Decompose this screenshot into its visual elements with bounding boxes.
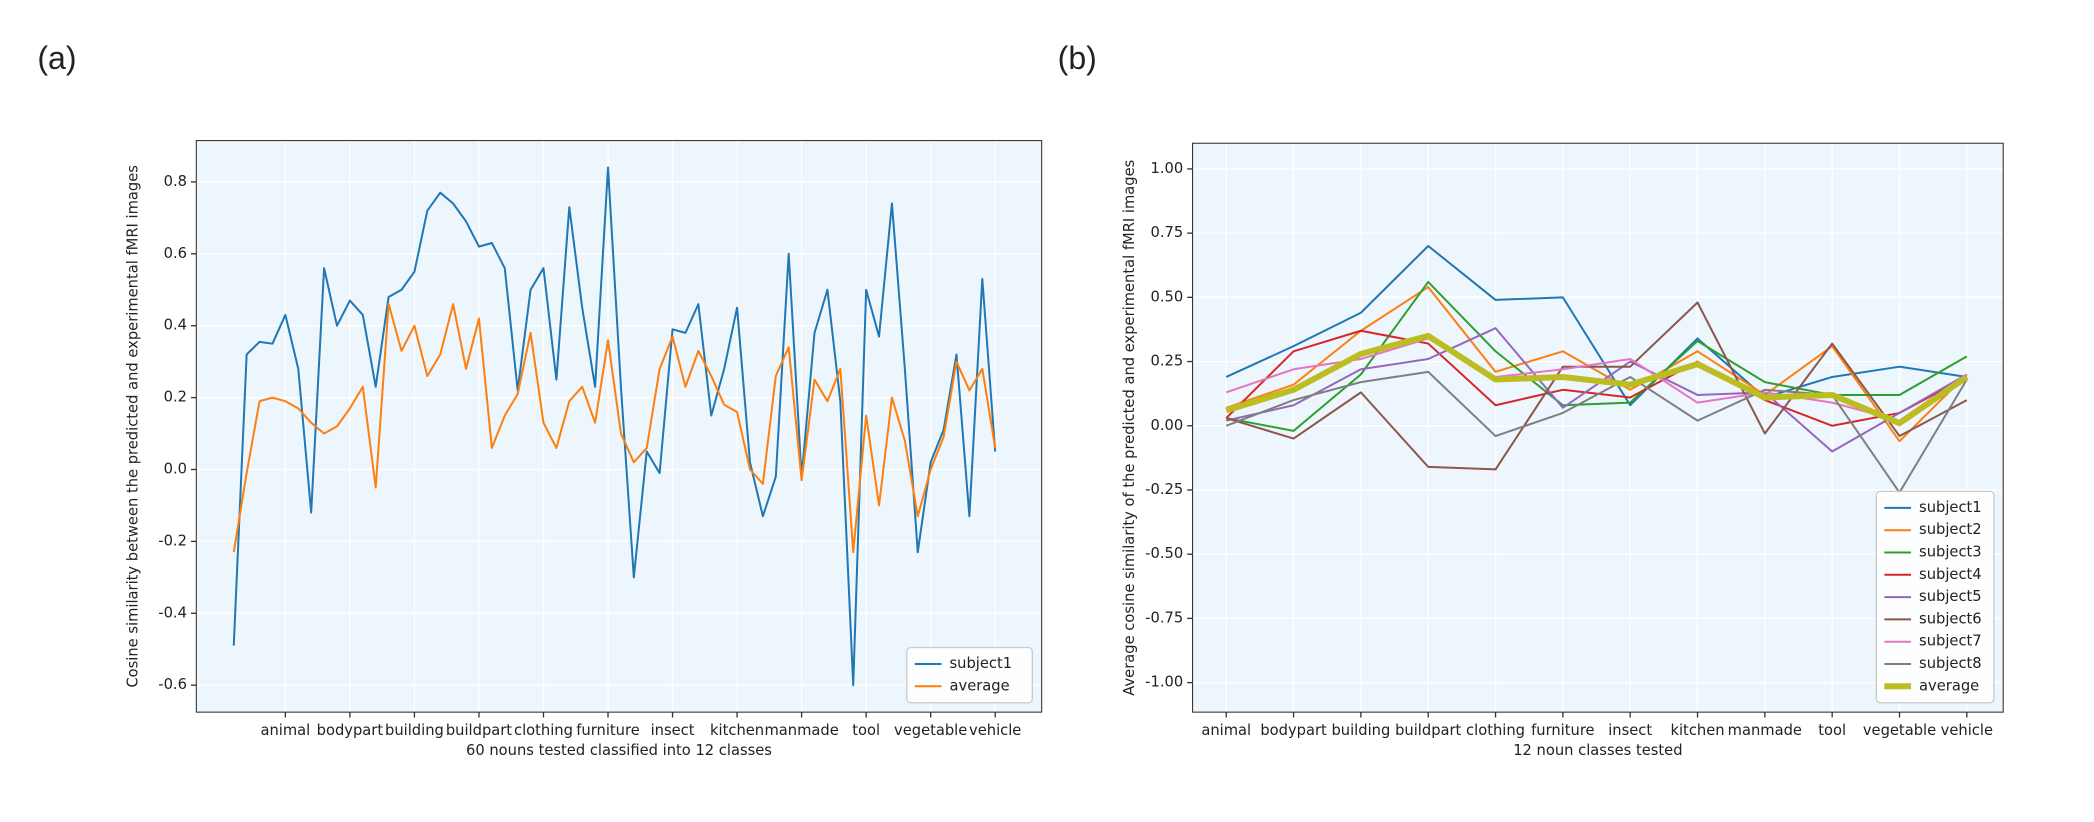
- y-tick-label: -0.25: [1145, 481, 1183, 498]
- data-line: [1226, 327, 1968, 453]
- x-tick-label: tool: [852, 722, 880, 739]
- y-tick-label: 0.4: [164, 317, 187, 334]
- legend-label: subject7: [1919, 633, 1982, 650]
- plot-area: [1192, 143, 2004, 713]
- legend-label: subject4: [1919, 566, 1982, 583]
- x-tick-label: tool: [1818, 722, 1846, 739]
- x-tick-label: insect: [1608, 722, 1652, 739]
- y-tick-label: -0.2: [158, 532, 187, 549]
- x-tick-label: building: [385, 722, 444, 739]
- y-tick-label: -1.00: [1145, 674, 1183, 691]
- data-line: [1226, 280, 1968, 432]
- legend-label: subject1: [1919, 499, 1982, 516]
- y-tick-label: 0.2: [164, 389, 187, 406]
- y-tick-label: -0.4: [158, 604, 187, 621]
- data-line: [1225, 244, 1967, 407]
- x-tick-label: buildpart: [1395, 722, 1461, 739]
- legend-label: subject2: [1919, 521, 1982, 538]
- x-axis-label: 12 noun classes tested: [1513, 742, 1682, 759]
- legend-label: subject5: [1919, 588, 1982, 605]
- y-tick-label: 0.25: [1151, 353, 1184, 370]
- x-tick-label: insect: [651, 722, 695, 739]
- y-tick-label: 0.75: [1151, 224, 1184, 241]
- legend-label: subject3: [1919, 543, 1982, 560]
- x-tick-label: furniture: [576, 722, 639, 739]
- legend-label: subject6: [1919, 610, 1982, 627]
- y-axis-label: Average cosine similarity of the predict…: [1121, 160, 1138, 696]
- data-line: [232, 166, 997, 687]
- legend-label: subject8: [1919, 655, 1982, 672]
- legend-label: subject1: [950, 655, 1013, 672]
- legend-label: average: [1919, 677, 1979, 694]
- plot-frame: [195, 140, 1043, 713]
- y-tick-label: -0.50: [1145, 545, 1183, 562]
- x-tick-label: buildpart: [446, 722, 512, 739]
- panel-label: (a): [37, 40, 76, 76]
- x-tick-label: vehicle: [1941, 722, 1993, 739]
- y-tick-label: 0.00: [1151, 417, 1184, 434]
- y-tick-label: 1.00: [1151, 160, 1184, 177]
- x-axis-label: 60 nouns tested classified into 12 class…: [466, 742, 772, 759]
- x-tick-label: kitchen: [710, 722, 764, 739]
- x-tick-label: animal: [1201, 722, 1251, 739]
- x-tick-label: bodypart: [1260, 722, 1327, 739]
- x-tick-label: clothing: [514, 722, 573, 739]
- y-axis-label: Cosine similarity between the predicted …: [125, 165, 142, 688]
- data-line: [1225, 370, 1968, 494]
- x-tick-label: manmade: [764, 722, 838, 739]
- x-tick-label: vegetable: [1863, 722, 1936, 739]
- legend-box: [1875, 490, 1995, 704]
- x-tick-label: manmade: [1728, 722, 1802, 739]
- y-tick-label: 0.8: [164, 173, 187, 190]
- y-tick-label: 0.6: [164, 245, 187, 262]
- data-line: [232, 303, 997, 554]
- x-tick-label: kitchen: [1670, 722, 1724, 739]
- x-tick-label: building: [1331, 722, 1390, 739]
- y-tick-label: 0.0: [164, 460, 187, 477]
- panel-label: (b): [1058, 40, 1097, 76]
- x-tick-label: bodypart: [317, 722, 384, 739]
- legend-box: [906, 646, 1033, 704]
- data-line: [1225, 329, 1968, 427]
- x-tick-label: vehicle: [969, 722, 1021, 739]
- data-line: [1225, 286, 1968, 443]
- data-line: [1225, 332, 1969, 427]
- y-tick-label: -0.6: [158, 676, 187, 693]
- x-tick-label: animal: [260, 722, 310, 739]
- x-tick-label: clothing: [1466, 722, 1525, 739]
- data-line: [1225, 301, 1968, 471]
- y-tick-label: -0.75: [1145, 609, 1183, 626]
- legend-label: average: [950, 677, 1010, 694]
- x-tick-label: vegetable: [894, 722, 967, 739]
- plot-frame: [1192, 142, 2004, 713]
- x-tick-label: furniture: [1531, 722, 1594, 739]
- y-tick-label: 0.50: [1151, 288, 1184, 305]
